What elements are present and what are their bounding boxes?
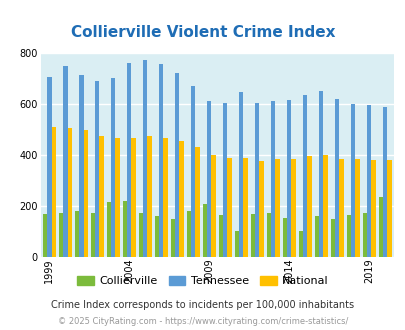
Bar [159, 64, 163, 257]
Bar [139, 213, 143, 257]
Bar [175, 73, 179, 257]
Bar [111, 79, 115, 257]
Bar [115, 139, 119, 257]
Bar [330, 219, 334, 257]
Bar [339, 159, 343, 257]
Bar [350, 104, 354, 257]
Bar [75, 212, 79, 257]
Bar [171, 219, 175, 257]
Bar [207, 101, 211, 257]
Bar [147, 136, 151, 257]
Bar [346, 215, 350, 257]
Bar [366, 105, 370, 257]
Bar [254, 103, 259, 257]
Bar [211, 155, 215, 257]
Bar [282, 218, 286, 257]
Bar [83, 130, 87, 257]
Bar [202, 204, 207, 257]
Bar [179, 141, 183, 257]
Bar [354, 159, 359, 257]
Bar [186, 212, 191, 257]
Bar [382, 107, 386, 257]
Bar [250, 214, 254, 257]
Text: © 2025 CityRating.com - https://www.cityrating.com/crime-statistics/: © 2025 CityRating.com - https://www.city… [58, 317, 347, 326]
Bar [95, 81, 99, 257]
Bar [266, 213, 270, 257]
Bar [243, 158, 247, 257]
Bar [259, 161, 263, 257]
Bar [91, 213, 95, 257]
Bar [43, 214, 47, 257]
Bar [99, 136, 104, 257]
Bar [218, 215, 222, 257]
Bar [51, 127, 56, 257]
Bar [370, 160, 375, 257]
Bar [377, 197, 382, 257]
Bar [63, 66, 67, 257]
Bar [47, 77, 51, 257]
Bar [79, 75, 83, 257]
Bar [154, 216, 159, 257]
Bar [298, 231, 302, 257]
Bar [131, 139, 135, 257]
Bar [270, 101, 275, 257]
Bar [334, 99, 339, 257]
Text: Crime Index corresponds to incidents per 100,000 inhabitants: Crime Index corresponds to incidents per… [51, 300, 354, 310]
Bar [127, 63, 131, 257]
Legend: Collierville, Tennessee, National: Collierville, Tennessee, National [72, 271, 333, 290]
Bar [59, 213, 63, 257]
Bar [362, 213, 366, 257]
Bar [227, 158, 231, 257]
Bar [222, 103, 227, 257]
Bar [163, 139, 167, 257]
Bar [314, 216, 318, 257]
Bar [239, 92, 243, 257]
Bar [318, 91, 322, 257]
Bar [302, 95, 307, 257]
Bar [143, 60, 147, 257]
Bar [286, 100, 290, 257]
Bar [123, 201, 127, 257]
Bar [275, 159, 279, 257]
Bar [107, 202, 111, 257]
Bar [67, 128, 72, 257]
Text: Collierville Violent Crime Index: Collierville Violent Crime Index [70, 25, 335, 40]
Bar [195, 148, 199, 257]
Bar [191, 86, 195, 257]
Bar [290, 159, 295, 257]
Bar [386, 160, 390, 257]
Bar [234, 231, 239, 257]
Bar [322, 155, 327, 257]
Bar [307, 156, 311, 257]
